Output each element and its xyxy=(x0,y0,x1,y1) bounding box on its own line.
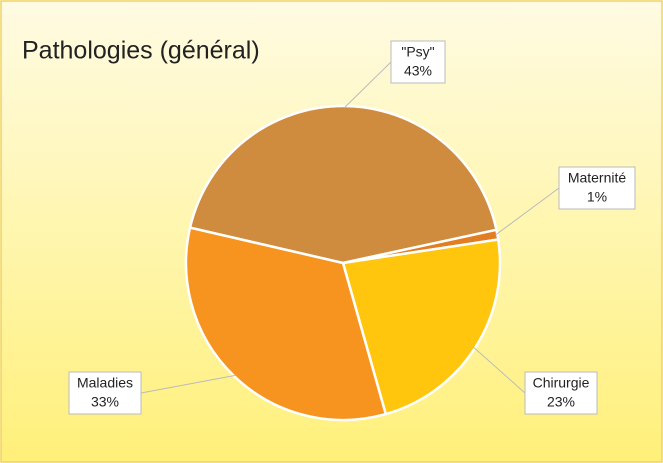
data-label-box xyxy=(68,371,142,415)
leader-line xyxy=(472,346,526,394)
data-label-value: 33% xyxy=(91,394,119,410)
data-label-name: "Psy" xyxy=(401,44,434,60)
data-label-box xyxy=(390,40,446,84)
data-label-name: Chirurgie xyxy=(533,375,590,391)
leader-line xyxy=(495,187,560,236)
data-label-value: 23% xyxy=(547,394,575,410)
pie-slice xyxy=(188,104,498,265)
leader-line xyxy=(343,61,392,109)
leader-line xyxy=(140,374,237,394)
data-label-value: 1% xyxy=(587,189,607,205)
chart-title: Pathologies (général) xyxy=(22,37,260,65)
data-label-name: Maladies xyxy=(77,375,133,391)
data-label-value: 43% xyxy=(404,63,432,79)
data-label-box xyxy=(524,371,598,415)
pie-slice xyxy=(184,226,388,422)
data-label-box xyxy=(558,166,636,210)
data-label-name: Maternité xyxy=(568,170,627,186)
